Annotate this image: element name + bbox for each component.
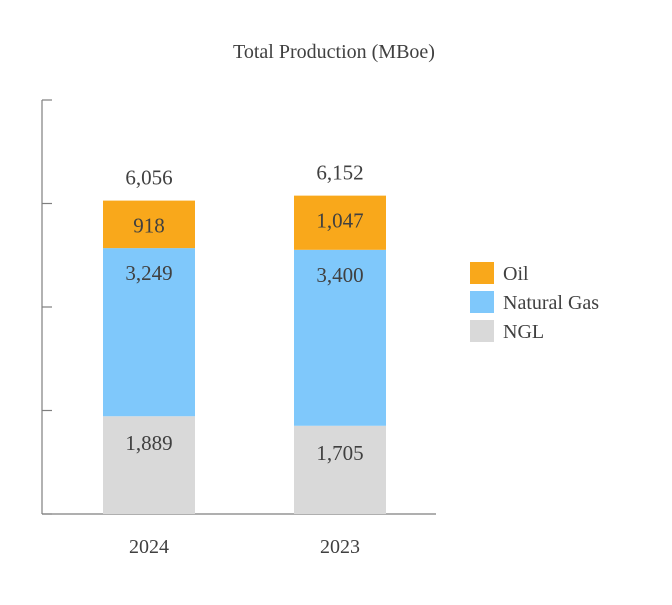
x-axis-labels: 2024 2023: [129, 536, 360, 558]
bar-segment-oil-2024: [103, 200, 195, 249]
x-tick-label-2023: 2023: [320, 536, 360, 558]
data-label-ngl-2023: 1,705: [316, 441, 363, 465]
total-label-2024: 6,056: [125, 166, 172, 190]
legend-swatch-natural-gas: [470, 291, 494, 313]
bar-group: 1,889 3,249 918 6,056 1,705 3,400 1,047 6,152: [103, 161, 386, 514]
legend-swatch-ngl: [470, 320, 494, 342]
bar-segment-ngl-2024: [103, 416, 195, 514]
data-label-oil-2023: 1,047: [316, 209, 363, 233]
legend-label-oil: Oil: [503, 263, 529, 285]
data-label-oil-2024: 918: [133, 214, 165, 238]
legend-label-ngl: NGL: [503, 321, 544, 343]
legend-label-natural-gas: Natural Gas: [503, 292, 599, 314]
y-axis-ticks: [42, 99, 52, 515]
legend: Oil Natural Gas NGL: [470, 262, 599, 343]
bar-segment-oil-2023: [294, 195, 386, 250]
data-label-ngl-2024: 1,889: [125, 431, 172, 455]
bar-segment-natural-gas-2023: [294, 249, 386, 426]
bar-segment-ngl-2023: [294, 425, 386, 514]
x-tick-label-2024: 2024: [129, 536, 169, 558]
data-label-natural-gas-2024: 3,249: [125, 261, 172, 285]
chart-title: Total Production (MBoe): [233, 41, 435, 63]
legend-swatch-oil: [470, 262, 494, 284]
data-label-natural-gas-2023: 3,400: [316, 263, 363, 287]
bar-segment-natural-gas-2024: [103, 248, 195, 417]
total-label-2023: 6,152: [316, 161, 363, 185]
